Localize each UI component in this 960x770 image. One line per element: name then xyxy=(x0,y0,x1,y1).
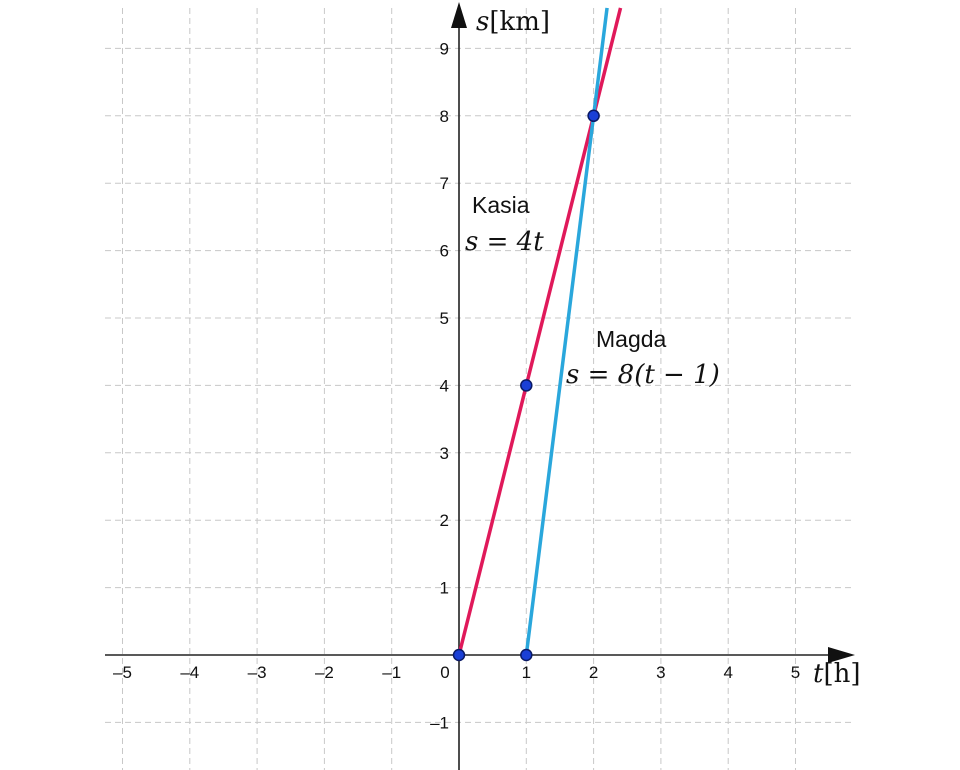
y-tick-label: 9 xyxy=(440,39,449,58)
x-axis-unit: [h] xyxy=(823,659,860,689)
grid xyxy=(105,8,852,770)
x-tick-label: –4 xyxy=(180,663,199,682)
y-tick-label: 3 xyxy=(440,444,449,463)
y-axis-arrow xyxy=(451,2,467,28)
x-tick-label: –3 xyxy=(248,663,267,682)
x-axis-arrow xyxy=(828,647,855,663)
axes xyxy=(105,2,855,770)
y-axis-unit: [km] xyxy=(489,7,550,37)
x-tick-label: –5 xyxy=(113,663,132,682)
data-point xyxy=(587,109,600,123)
data-point xyxy=(520,648,533,662)
x-tick-label: 2 xyxy=(589,663,598,682)
x-axis-label: t[h] xyxy=(813,659,861,689)
y-tick-label: 6 xyxy=(440,242,449,261)
y-tick-label: –1 xyxy=(430,713,449,732)
data-point xyxy=(520,379,533,392)
x-tick-label: 5 xyxy=(791,663,800,682)
x-tick-label: 4 xyxy=(723,663,732,682)
y-tick-label: 5 xyxy=(440,309,449,328)
series-name-kasia: Kasia xyxy=(472,192,530,218)
series-formula-kasia: s = 4t xyxy=(465,227,544,257)
y-tick-label: 2 xyxy=(440,511,449,530)
x-tick-label: –1 xyxy=(382,663,401,682)
x-tick-label: –2 xyxy=(315,663,334,682)
x-tick-label: 1 xyxy=(522,663,531,682)
series-formula-magda: s = 8(t − 1) xyxy=(566,360,720,390)
y-tick-label: 4 xyxy=(440,376,449,395)
data-point xyxy=(452,648,466,662)
y-tick-label: 1 xyxy=(440,579,449,598)
y-tick-label: 8 xyxy=(440,107,449,126)
tick-labels: –5 –4 –3 –2 –1 0 1 2 3 4 5 –1 1 2 3 4 5 6 7 8 9 xyxy=(113,39,800,732)
x-axis-var: t xyxy=(813,659,824,689)
y-tick-label: 7 xyxy=(440,174,449,193)
y-axis-var: s xyxy=(476,7,489,37)
x-tick-label: 0 xyxy=(440,663,449,682)
annotations: t[h] s[km] Kasia s = 4t Magda s = 8(t − … xyxy=(465,7,861,689)
series-name-magda: Magda xyxy=(596,326,667,352)
data-points xyxy=(452,109,600,662)
y-axis-label: s[km] xyxy=(476,7,550,37)
x-tick-label: 3 xyxy=(656,663,665,682)
